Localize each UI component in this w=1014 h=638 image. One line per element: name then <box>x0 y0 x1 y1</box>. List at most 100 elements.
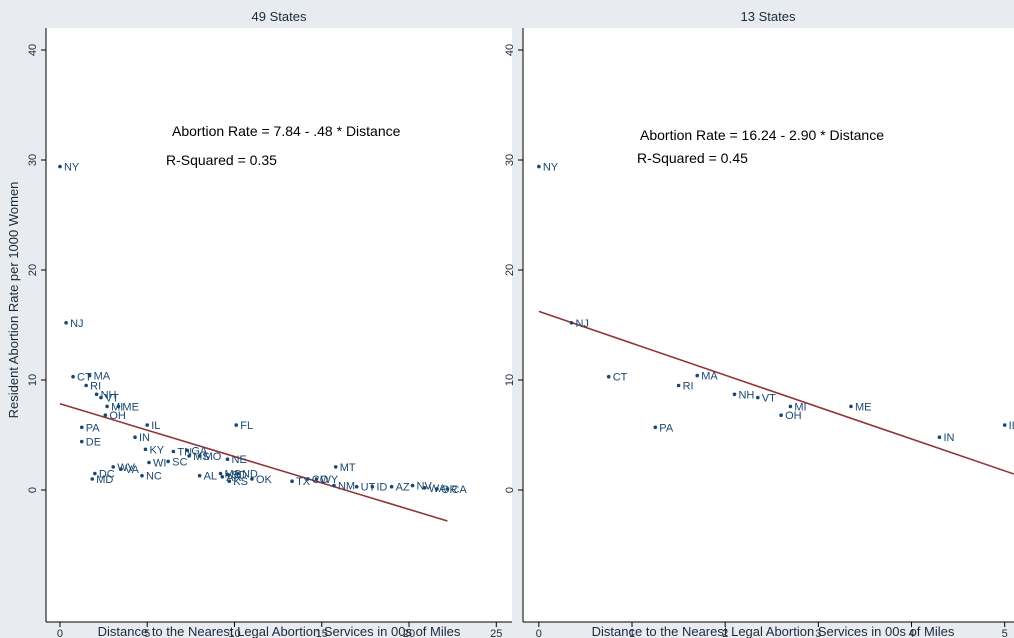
data-point-label: FL <box>240 420 253 432</box>
y-tick-label: 10 <box>27 374 39 386</box>
y-tick-label: 0 <box>27 487 39 493</box>
data-point <box>185 448 190 453</box>
x-tick-label: 10 <box>228 628 240 638</box>
data-point <box>99 395 103 400</box>
data-point-label: IL <box>151 420 160 432</box>
data-point-label: OK <box>256 474 273 486</box>
data-point-label: DE <box>86 437 101 449</box>
data-point-label: OH <box>109 410 126 422</box>
fit-line-1 <box>59 402 448 522</box>
axis-ticks-1: 0 5 10 15 20 25 0 10 20 30 40 <box>27 44 502 638</box>
data-point-label: WY <box>321 474 339 486</box>
data-point-label: ID <box>376 482 387 494</box>
fit-line-2 <box>538 310 1014 475</box>
data-point <box>197 454 202 458</box>
data-point <box>314 477 319 481</box>
equation-2: Abortion Rate = 16.24 - 2.90 * Distance <box>640 127 884 143</box>
data-point <box>111 465 115 469</box>
data-point <box>695 373 700 378</box>
data-point <box>849 404 853 409</box>
data-point-label: PA <box>659 422 674 434</box>
data-point <box>218 471 223 476</box>
data-point <box>84 383 88 388</box>
data-point <box>187 454 191 458</box>
data-point-label: SC <box>172 456 187 468</box>
y-tick-label: 30 <box>27 154 39 166</box>
x-tick-label: 4 <box>908 628 914 638</box>
data-point-label: WV <box>117 462 135 474</box>
data-point-label: AL <box>204 471 217 483</box>
data-point-label: WI <box>153 458 166 470</box>
data-point <box>225 472 230 477</box>
data-point <box>332 483 336 488</box>
x-tick-label: 5 <box>144 628 150 638</box>
data-point <box>537 164 541 169</box>
data-point-label: NE <box>232 454 247 466</box>
data-point-label: MD <box>96 474 113 486</box>
data-point-label: MI <box>794 401 806 413</box>
data-point-label: VT <box>762 393 776 405</box>
data-point-label: UT <box>361 482 376 494</box>
plot-area-2 <box>523 28 1014 622</box>
data-point-label: NH <box>101 389 117 401</box>
data-point <box>305 477 310 481</box>
data-point-label: OR <box>441 484 458 496</box>
equation-1: Abortion Rate = 7.84 - .48 * Distance <box>172 123 401 139</box>
plot-area-1 <box>46 28 512 622</box>
data-point-label: NC <box>146 471 162 483</box>
data-point-label: CT <box>613 372 628 384</box>
y-tick-label: 30 <box>504 154 516 166</box>
panel-13-states: 13 States 0 1 2 3 4 5 0 10 20 30 40 NY NJ CT MA RI NH VT… <box>504 9 1014 638</box>
data-point-label: IN <box>943 432 954 444</box>
data-point <box>220 475 225 479</box>
data-point-label: CA <box>451 484 467 496</box>
r-squared-1: R-Squared = 0.35 <box>166 152 277 168</box>
data-point <box>788 404 793 409</box>
y-tick-label: 20 <box>504 264 516 276</box>
data-point-label: DC <box>99 469 115 481</box>
y-tick-label: 10 <box>504 374 516 386</box>
data-point <box>779 413 783 418</box>
data-point <box>71 374 75 379</box>
x-axis-title-2: Distance to the Nearest Legal Abortion S… <box>592 624 955 638</box>
x-tick-label: 3 <box>815 628 821 638</box>
x-tick-label: 1 <box>629 628 635 638</box>
data-point-label: RI <box>90 381 101 393</box>
points-2: NY NJ CT MA RI NH VT MI ME OH PA IN IL <box>537 162 1014 444</box>
points-1: NYNJCTMARINHVTMIMEOHPAILFLINDEKYTNGAMSMO… <box>58 162 467 496</box>
data-point <box>116 404 121 409</box>
data-point <box>333 465 338 469</box>
x-axis-title-1: Distance to the Nearest Legal Abortion S… <box>98 624 461 638</box>
data-point-label: MO <box>204 451 222 463</box>
data-point <box>58 164 62 169</box>
data-point-label: IL <box>1009 420 1014 432</box>
y-tick-label: 0 <box>504 487 516 493</box>
data-point <box>227 479 232 484</box>
x-tick-label: 15 <box>316 628 328 638</box>
data-point-label: ME <box>855 401 872 413</box>
data-point <box>676 383 681 388</box>
data-point <box>354 484 359 489</box>
data-point <box>653 425 658 430</box>
data-point-label: VA <box>125 464 140 476</box>
data-point <box>119 467 123 471</box>
data-point <box>90 477 95 481</box>
data-point-label: ND <box>242 469 258 481</box>
data-point-label: SD <box>232 470 247 482</box>
x-tick-label: 25 <box>490 628 502 638</box>
y-tick-label: 40 <box>504 44 516 56</box>
data-point-label: AZ <box>396 482 410 494</box>
data-point <box>732 392 737 397</box>
data-point <box>937 435 942 440</box>
data-point <box>410 483 415 488</box>
y-tick-label: 40 <box>27 44 39 56</box>
data-point <box>290 479 294 484</box>
data-point-label: OH <box>785 410 802 422</box>
data-point-label: MT <box>340 462 356 474</box>
data-point-label: VT <box>105 393 119 405</box>
data-point <box>143 447 148 452</box>
data-point <box>234 423 239 427</box>
data-point <box>166 459 170 464</box>
r-squared-2: R-Squared = 0.45 <box>637 150 748 166</box>
